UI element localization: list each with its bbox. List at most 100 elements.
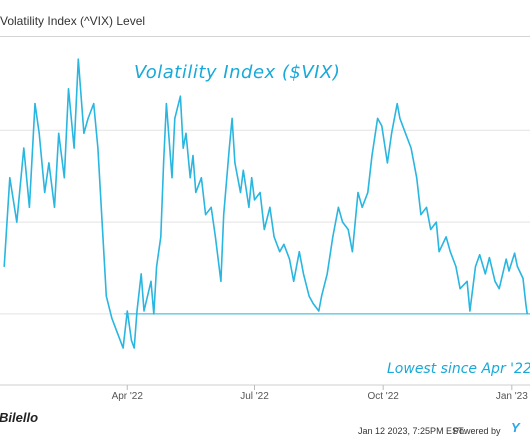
data-point-13 bbox=[73, 147, 75, 149]
data-point-40 bbox=[185, 132, 187, 134]
chart-header: Volatility Index (^VIX) Level bbox=[0, 0, 530, 37]
data-point-8 bbox=[48, 162, 50, 164]
data-point-57 bbox=[253, 199, 256, 201]
data-point-4 bbox=[28, 206, 30, 208]
data-point-18 bbox=[97, 147, 99, 149]
data-point-41 bbox=[189, 177, 191, 179]
data-point-52 bbox=[234, 162, 236, 164]
data-point-100 bbox=[466, 280, 468, 282]
data-point-36 bbox=[171, 177, 173, 179]
data-point-58 bbox=[259, 191, 261, 194]
data-point-83 bbox=[381, 125, 383, 127]
data-point-68 bbox=[308, 295, 310, 297]
data-point-19 bbox=[101, 221, 103, 223]
data-point-113 bbox=[525, 303, 527, 305]
data-point-37 bbox=[174, 117, 176, 119]
data-point-94 bbox=[435, 221, 437, 223]
data-point-15 bbox=[83, 132, 85, 134]
x-tick-label-2: Oct '22 bbox=[367, 391, 399, 402]
data-point-22 bbox=[116, 332, 119, 334]
data-point-24 bbox=[126, 310, 128, 312]
data-point-5 bbox=[34, 103, 36, 105]
timestamp: Jan 12 2023, 7:25PM EST. bbox=[358, 426, 466, 436]
data-point-92 bbox=[425, 206, 428, 208]
data-point-109 bbox=[508, 270, 510, 272]
data-point-70 bbox=[318, 310, 320, 312]
data-point-74 bbox=[337, 206, 339, 208]
data-point-72 bbox=[326, 273, 328, 275]
data-point-9 bbox=[53, 206, 56, 208]
data-point-49 bbox=[223, 214, 225, 216]
axis-layer bbox=[0, 384, 530, 390]
data-point-35 bbox=[165, 103, 167, 105]
data-point-32 bbox=[156, 265, 158, 268]
data-point-28 bbox=[140, 273, 142, 275]
data-point-91 bbox=[420, 214, 422, 216]
data-point-42 bbox=[192, 154, 194, 157]
data-point-66 bbox=[298, 251, 300, 253]
data-point-21 bbox=[111, 317, 113, 319]
data-point-6 bbox=[38, 132, 40, 134]
data-point-65 bbox=[293, 280, 295, 282]
data-point-33 bbox=[160, 236, 162, 238]
data-point-112 bbox=[522, 277, 524, 279]
data-point-103 bbox=[479, 254, 481, 256]
data-point-50 bbox=[228, 147, 230, 149]
data-point-108 bbox=[505, 258, 507, 260]
data-point-7 bbox=[44, 191, 46, 194]
data-point-0 bbox=[3, 265, 5, 268]
data-point-93 bbox=[430, 228, 432, 231]
data-point-2 bbox=[16, 221, 18, 223]
data-point-98 bbox=[455, 265, 457, 268]
data-point-26 bbox=[133, 347, 135, 349]
data-point-59 bbox=[263, 228, 265, 231]
data-point-75 bbox=[342, 221, 344, 223]
annotation-lowest: Lowest since Apr '22 bbox=[387, 361, 530, 377]
data-point-27 bbox=[136, 310, 138, 312]
data-point-97 bbox=[449, 251, 451, 253]
powered-by-label: Powered by bbox=[453, 426, 501, 436]
credit-label: Bilello bbox=[0, 410, 39, 425]
data-point-106 bbox=[494, 280, 496, 282]
data-point-55 bbox=[248, 206, 250, 208]
x-tick-label-0: Apr '22 bbox=[111, 391, 143, 402]
data-point-87 bbox=[399, 117, 401, 119]
data-point-45 bbox=[205, 214, 207, 216]
data-point-53 bbox=[239, 191, 242, 194]
data-point-110 bbox=[514, 252, 516, 254]
data-point-111 bbox=[516, 265, 519, 268]
data-point-60 bbox=[269, 206, 271, 208]
data-point-64 bbox=[288, 258, 291, 260]
data-point-38 bbox=[179, 95, 181, 97]
data-point-10 bbox=[58, 132, 60, 134]
data-point-90 bbox=[416, 177, 418, 179]
data-point-102 bbox=[474, 265, 477, 268]
data-point-48 bbox=[220, 280, 222, 282]
data-point-16 bbox=[87, 117, 89, 119]
data-point-80 bbox=[367, 191, 369, 194]
data-point-76 bbox=[347, 228, 349, 231]
data-point-20 bbox=[105, 295, 107, 297]
data-point-30 bbox=[150, 280, 152, 282]
data-point-56 bbox=[251, 177, 253, 179]
data-point-79 bbox=[361, 206, 363, 208]
data-point-1 bbox=[9, 177, 11, 179]
data-point-105 bbox=[488, 257, 490, 259]
x-tick-label-1: Jul '22 bbox=[240, 391, 269, 402]
brand-logo[interactable]: Y bbox=[511, 420, 520, 435]
data-point-39 bbox=[182, 147, 184, 149]
data-point-77 bbox=[351, 251, 353, 253]
data-point-3 bbox=[23, 147, 25, 149]
annotation-title: Volatility Index ($VIX) bbox=[134, 62, 341, 83]
data-point-54 bbox=[242, 169, 244, 171]
data-point-107 bbox=[498, 288, 500, 290]
data-point-104 bbox=[484, 273, 486, 275]
data-point-84 bbox=[386, 162, 388, 164]
data-point-67 bbox=[302, 273, 305, 275]
data-point-99 bbox=[459, 288, 461, 290]
data-point-51 bbox=[231, 117, 233, 119]
data-point-114 bbox=[526, 313, 528, 315]
x-tick-label-3: Jan '23 bbox=[495, 391, 528, 402]
data-point-69 bbox=[312, 303, 314, 305]
